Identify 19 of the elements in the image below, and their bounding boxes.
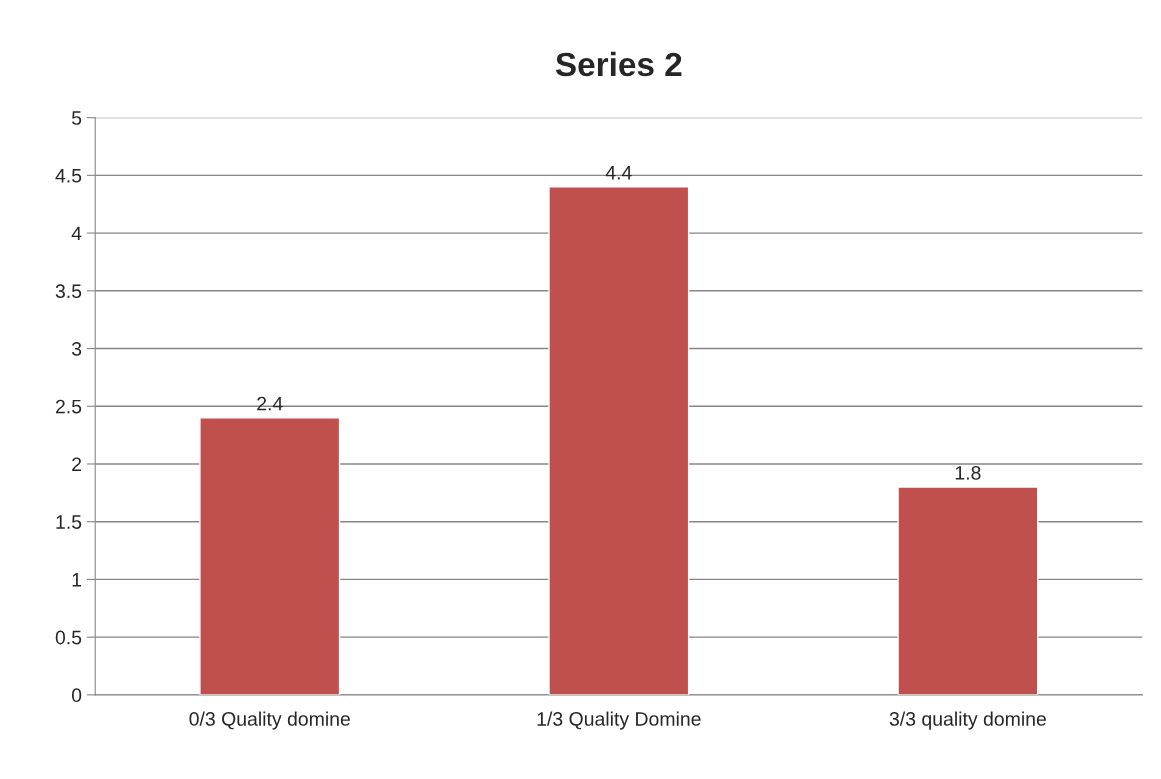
y-tick-label: 3: [71, 341, 82, 356]
y-tick-label: 5: [71, 111, 82, 125]
bar: [548, 186, 690, 695]
y-tick-label: 2: [72, 457, 82, 472]
chart-title: Series 2: [555, 51, 682, 77]
y-tick-label: 1: [72, 573, 82, 587]
x-tick-label: 1/3 Quality Domine: [537, 711, 701, 730]
y-tick-label: 4: [71, 226, 82, 241]
y-tick-label: 0: [71, 688, 82, 703]
bar: [199, 417, 341, 695]
data-label: 1.8: [955, 465, 981, 480]
y-tick-label: 0.5: [55, 630, 82, 645]
bar: [897, 486, 1039, 695]
y-tick-label: 2.5: [55, 399, 82, 414]
y-tick-label: 3.5: [55, 284, 82, 299]
y-tick-label: 1.5: [56, 515, 82, 529]
y-tick-label: 4.5: [55, 169, 82, 183]
x-tick-label: 0/3 Quality domine: [189, 711, 350, 730]
x-tick-label: 3/3 quality domine: [889, 711, 1046, 730]
